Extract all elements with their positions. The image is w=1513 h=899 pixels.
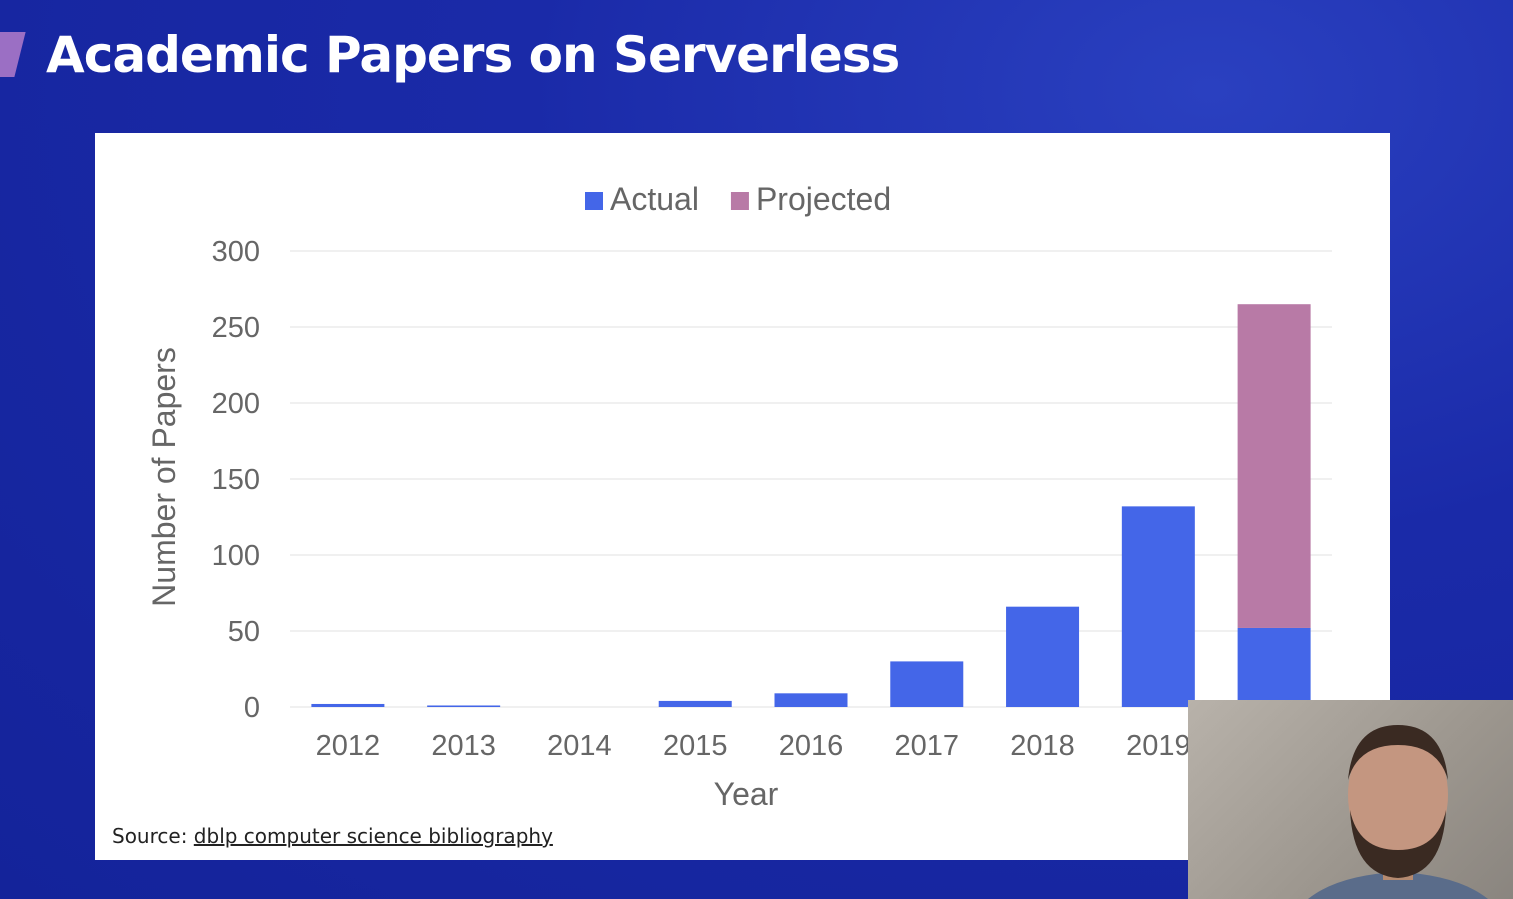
bar-actual-2013 bbox=[427, 705, 501, 707]
x-axis-label: Year bbox=[714, 776, 779, 812]
y-tick-label: 0 bbox=[244, 692, 260, 724]
bar-projected-2020 bbox=[1237, 304, 1311, 628]
bar-actual-2019 bbox=[1121, 506, 1195, 707]
bar-actual-2017 bbox=[890, 661, 964, 707]
presenter-icon bbox=[1308, 725, 1488, 899]
x-tick-label: 2013 bbox=[431, 730, 496, 762]
slide-title: Academic Papers on Serverless bbox=[46, 26, 900, 84]
source-note: Source: dblp computer science bibliograp… bbox=[112, 824, 553, 848]
bar-actual-2020 bbox=[1237, 627, 1311, 707]
source-label: Source: bbox=[112, 824, 188, 848]
legend-swatch-actual bbox=[585, 192, 603, 210]
chart-panel: 0 50 100 150 200 250 300 2012 2013 2014 2015 2016 20… bbox=[95, 133, 1390, 860]
x-tick-label: 2018 bbox=[1010, 730, 1075, 762]
bar-chart: 0 50 100 150 200 250 300 2012 2013 2014 2015 2016 20… bbox=[146, 181, 1332, 812]
x-tick-label: 2016 bbox=[779, 730, 844, 762]
legend-label-projected: Projected bbox=[756, 181, 891, 217]
title-accent bbox=[0, 32, 26, 77]
legend-label-actual: Actual bbox=[610, 181, 699, 217]
x-tick-label: 2014 bbox=[547, 730, 612, 762]
y-tick-label: 50 bbox=[228, 616, 260, 648]
x-tick-label: 2017 bbox=[895, 730, 960, 762]
x-tick-label: 2019 bbox=[1126, 730, 1191, 762]
legend-swatch-projected bbox=[730, 192, 749, 210]
y-tick-label: 300 bbox=[212, 236, 260, 268]
bar-actual-2018 bbox=[1006, 606, 1080, 707]
y-tick-label: 200 bbox=[212, 388, 260, 420]
source-link[interactable]: dblp computer science bibliography bbox=[193, 824, 553, 848]
x-tick-label: 2015 bbox=[663, 730, 728, 762]
bar-actual-2015 bbox=[658, 700, 732, 707]
bar-actual-2012 bbox=[311, 703, 385, 707]
bar-actual-2016 bbox=[774, 693, 848, 707]
x-tick-label: 2012 bbox=[316, 730, 381, 762]
y-tick-label: 150 bbox=[212, 464, 260, 496]
y-axis-label: Number of Papers bbox=[146, 347, 182, 607]
y-tick-label: 250 bbox=[212, 312, 260, 344]
y-tick-label: 100 bbox=[212, 540, 260, 572]
presenter-webcam bbox=[1188, 700, 1513, 899]
